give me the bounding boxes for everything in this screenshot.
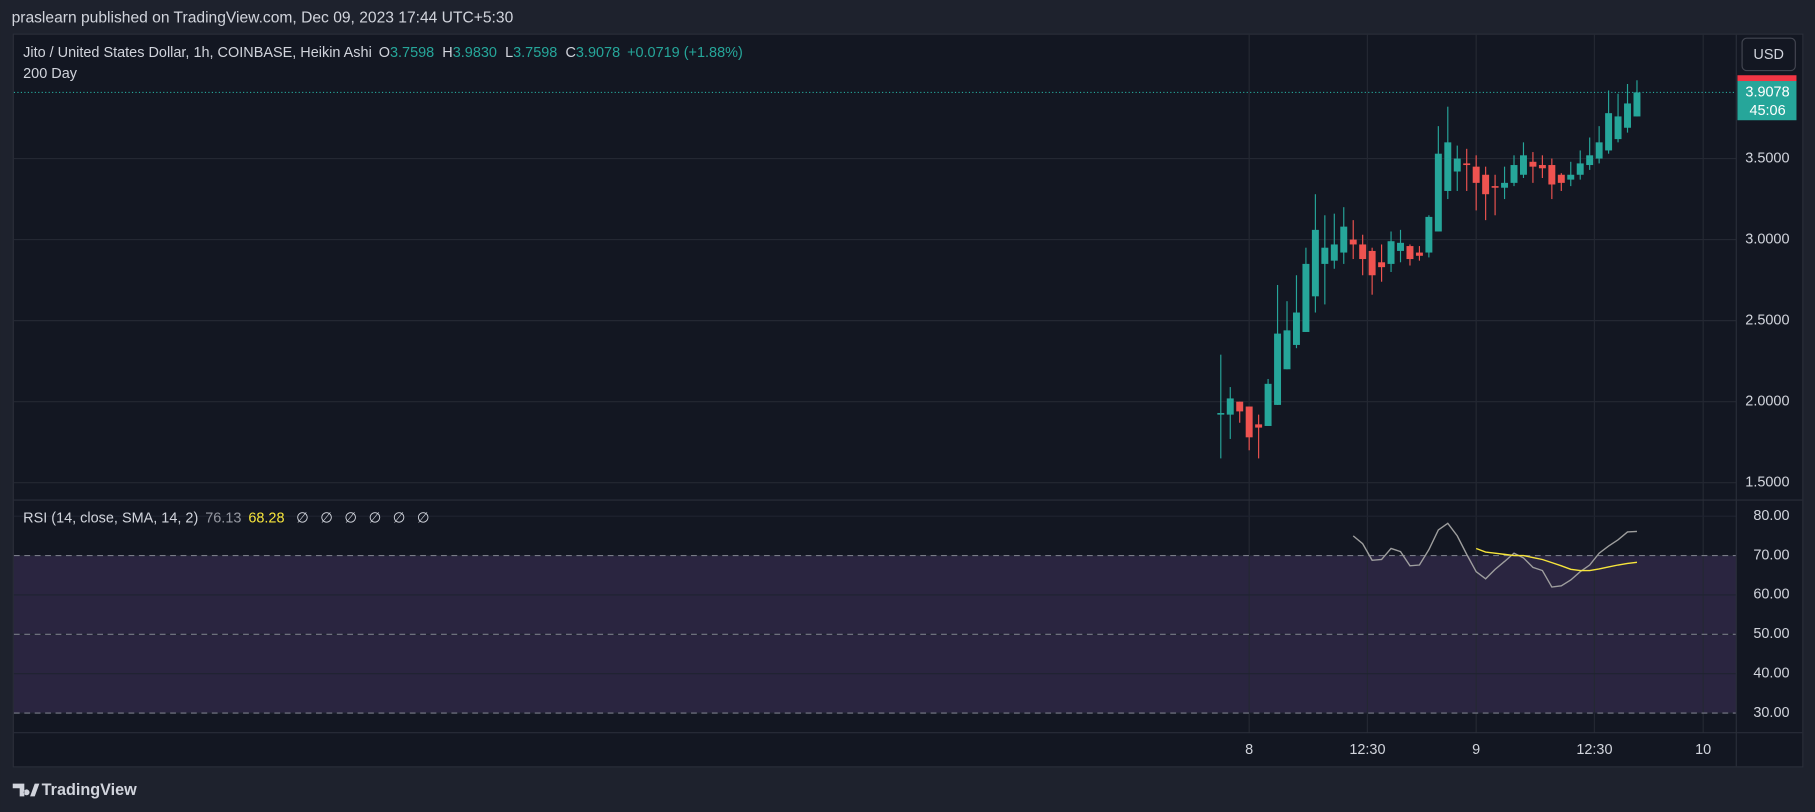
footer-brand: TradingView <box>42 781 137 799</box>
candle-body <box>1415 252 1423 256</box>
logo-mark <box>12 783 40 797</box>
candle-body <box>1368 250 1376 276</box>
candle-body <box>1283 330 1291 370</box>
ohlc-value: 3.9078 <box>576 45 620 61</box>
candle-body <box>1359 244 1367 260</box>
candle-body <box>1557 174 1565 183</box>
candle-body <box>1311 229 1319 297</box>
candle-body <box>1444 142 1452 191</box>
y-tick-label: 3.5000 <box>1745 150 1789 166</box>
indicator-label: 200 Day <box>23 66 78 82</box>
candle-body <box>1425 216 1433 253</box>
candle-body <box>1491 186 1499 188</box>
y-tick-label: 3.0000 <box>1745 231 1789 247</box>
candle-body <box>1548 165 1556 185</box>
candle-body <box>1529 161 1537 167</box>
candle-body <box>1406 246 1414 260</box>
candle-body <box>1519 155 1527 175</box>
chart-layers: 8 12:30 9 12:30 10 1.5000 2.0000 2.5000 3.0000 3.… <box>13 34 1797 758</box>
candle-body <box>1349 239 1357 245</box>
rsi-marker: ∅ <box>296 510 309 526</box>
currency-label[interactable]: USD <box>1753 47 1784 63</box>
rsi-marker: ∅ <box>320 510 333 526</box>
candle-body <box>1236 401 1244 412</box>
candle-body <box>1510 165 1518 183</box>
price-legend: Jito / United States Dollar, 1h, COINBAS… <box>23 45 743 61</box>
symbol-title: Jito / United States Dollar, 1h, COINBAS… <box>23 45 372 61</box>
candle-body <box>1614 116 1622 140</box>
y-tick-label: 60.00 <box>1753 587 1789 603</box>
rsi-marker: ∅ <box>344 510 357 526</box>
candle-body <box>1624 103 1631 128</box>
ohlc-value: 3.7598 <box>390 45 434 61</box>
rsi-line <box>1352 522 1638 588</box>
candle-body <box>1255 424 1263 428</box>
x-tick-label: 8 <box>1245 742 1253 758</box>
ohlc-key: C <box>565 45 575 61</box>
candle-body <box>1595 142 1603 159</box>
x-tick-label: 12:30 <box>1576 742 1612 758</box>
candle-body <box>1292 312 1300 345</box>
candle-body <box>1378 262 1386 268</box>
candle-body <box>1387 241 1395 264</box>
rsi-marker: ∅ <box>417 510 430 526</box>
rsi-line <box>1475 547 1638 572</box>
candle-body <box>1264 383 1272 426</box>
candle-body <box>1482 174 1490 195</box>
y-tick-label: 2.0000 <box>1745 393 1789 409</box>
candle-body <box>1633 92 1641 117</box>
candle-body <box>1538 165 1546 169</box>
y-tick-label: 30.00 <box>1753 705 1789 721</box>
candle-body <box>1472 166 1480 183</box>
rsi-value: 76.13 <box>205 510 241 526</box>
candle-body <box>1245 406 1253 438</box>
ohlc-key: L <box>505 45 513 61</box>
y-tick-label: 2.5000 <box>1745 312 1789 328</box>
candle-body <box>1567 174 1575 180</box>
ohlc-key: H <box>442 45 452 61</box>
ohlc-value: 3.9830 <box>453 45 497 61</box>
rsi-value: 68.28 <box>248 510 284 526</box>
rsi-title: RSI (14, close, SMA, 14, 2) <box>23 510 198 526</box>
y-tick-label: 1.5000 <box>1745 475 1789 491</box>
price-change: +0.0719 (+1.88%) <box>627 45 743 61</box>
x-tick-label: 9 <box>1472 742 1480 758</box>
y-tick-label: 80.00 <box>1753 508 1789 524</box>
candle-body <box>1226 398 1234 415</box>
candle-body <box>1397 242 1404 251</box>
candle-body <box>1217 413 1225 415</box>
candle-body <box>1302 263 1310 332</box>
publish-header: praslearn published on TradingView.com, … <box>12 10 514 27</box>
last-price-box <box>1737 80 1797 121</box>
countdown-label: 45:06 <box>1749 103 1785 119</box>
candle-body <box>1340 226 1348 253</box>
candle-body <box>1321 247 1329 264</box>
candle-body <box>1453 158 1461 172</box>
ohlc-key: O <box>379 45 390 61</box>
candle-body <box>1605 113 1613 151</box>
y-tick-label: 50.00 <box>1753 626 1789 642</box>
candle-body <box>1434 153 1442 232</box>
x-tick-label: 12:30 <box>1349 742 1385 758</box>
rsi-marker: ∅ <box>393 510 406 526</box>
ohlc-value: 3.7598 <box>513 45 557 61</box>
candle-body <box>1576 163 1584 175</box>
candle-body <box>1274 333 1282 405</box>
candle-body <box>1501 182 1509 188</box>
candle-body <box>1463 163 1471 166</box>
last-price-label: 3.9078 <box>1745 84 1789 100</box>
y-tick-label: 70.00 <box>1753 547 1789 563</box>
candle-body <box>1586 155 1594 166</box>
x-tick-label: 10 <box>1695 742 1711 758</box>
high-marker <box>1737 75 1797 82</box>
y-tick-label: 40.00 <box>1753 665 1789 681</box>
footer-logo <box>12 783 40 797</box>
rsi-legend: RSI (14, close, SMA, 14, 2) 76.13 68.28 ∅ ∅ ∅… <box>23 510 429 526</box>
currency-button[interactable] <box>1741 37 1796 72</box>
rsi-marker: ∅ <box>369 510 382 526</box>
candle-body <box>1330 244 1338 261</box>
